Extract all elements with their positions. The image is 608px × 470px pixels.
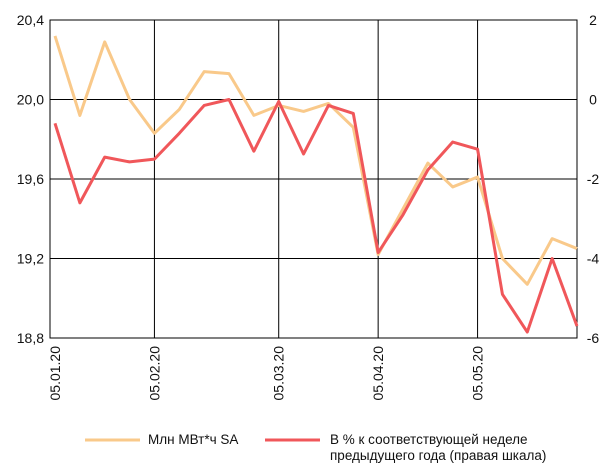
x-tick-label: 05.05.20 xyxy=(470,346,486,401)
x-tick-label: 05.04.20 xyxy=(370,346,386,401)
legend-label: Млн МВт*ч SA xyxy=(148,432,239,447)
y2-tick-label: -2 xyxy=(587,171,600,187)
legend-label: В % к соответствующей неделе предыдущего… xyxy=(330,432,547,463)
plot-frame xyxy=(49,19,578,339)
y2-tick-label: -4 xyxy=(587,251,600,267)
x-tick-label: 05.02.20 xyxy=(146,346,162,401)
y-tick-label: 20,4 xyxy=(17,12,44,28)
y2-tick-label: 2 xyxy=(589,12,597,28)
y-tick-label: 19,6 xyxy=(17,171,44,187)
y2-tick-label: -6 xyxy=(587,330,600,346)
y-tick-label: 18,8 xyxy=(17,330,44,346)
x-tick-label: 05.01.20 xyxy=(47,346,63,401)
line-series xyxy=(53,98,579,334)
y-tick-label: 19,2 xyxy=(17,251,44,267)
x-tick-label: 05.03.20 xyxy=(271,346,287,401)
y-tick-label: 20,0 xyxy=(17,92,44,108)
y2-tick-label: 0 xyxy=(589,92,597,108)
